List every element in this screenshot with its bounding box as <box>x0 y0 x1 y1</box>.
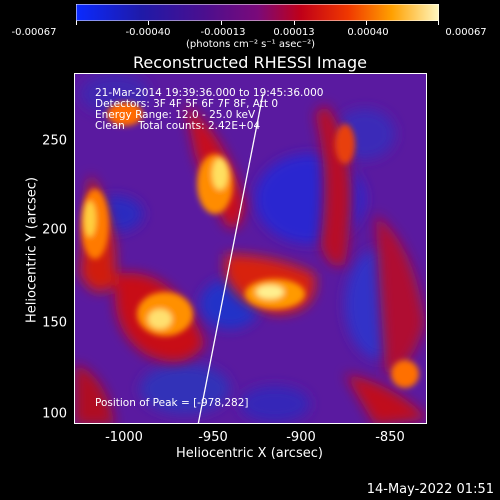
footer-date: 14-May-2022 01:51 <box>366 482 494 497</box>
total-counts-text: Clean Total counts: 2.42E+04 <box>95 120 261 132</box>
x-tick-label: -900 <box>286 430 316 445</box>
colorbar-tick-mark <box>148 21 149 25</box>
colorbar-units: (photons cm⁻² s⁻¹ asec⁻²) <box>186 39 316 50</box>
colorbar-tick-label: 0.00013 <box>273 27 315 38</box>
colorbar-tick-mark <box>366 21 367 25</box>
colorbar-tick-mark <box>438 21 439 25</box>
x-tick-label: -1000 <box>105 430 143 445</box>
colorbar-tick-label: 0.00067 <box>445 27 487 38</box>
colorbar-tick-label: 0.00040 <box>347 27 389 38</box>
colorbar-tick-mark <box>294 21 295 25</box>
solar-limb-line <box>197 93 264 423</box>
image-title: Reconstructed RHESSI Image <box>133 53 367 72</box>
y-axis-label: Heliocentric Y (arcsec) <box>24 177 40 323</box>
colorbar-tick-label: -0.00013 <box>200 27 246 38</box>
x-axis-label: Heliocentric X (arcsec) <box>176 446 323 461</box>
colorbar <box>76 4 439 21</box>
x-tick-label: -950 <box>198 430 228 445</box>
y-tick-label: 250 <box>42 133 67 149</box>
y-tick-label: 150 <box>42 315 67 331</box>
energy-range-text: Energy Range: 12.0 - 25.0 keV <box>95 109 256 121</box>
colorbar-tick-label: -0.00040 <box>125 27 171 38</box>
y-tick-label: 200 <box>42 222 67 238</box>
rhessi-image <box>75 74 426 423</box>
colorbar-tick-mark <box>76 21 77 25</box>
rhessi-image-panel <box>74 73 427 424</box>
x-tick-label: -850 <box>375 430 405 445</box>
y-tick-label: 100 <box>42 406 67 422</box>
colorbar-tick-label: -0.00067 <box>11 27 57 38</box>
colorbar-tick-mark <box>221 21 222 25</box>
peak-position-text: Position of Peak = [-978,282] <box>95 397 249 409</box>
time-range-text: 21-Mar-2014 19:39:36.000 to 19:45:36.000 <box>95 87 324 99</box>
detectors-text: Detectors: 3F 4F 5F 6F 7F 8F, Att 0 <box>95 98 279 110</box>
